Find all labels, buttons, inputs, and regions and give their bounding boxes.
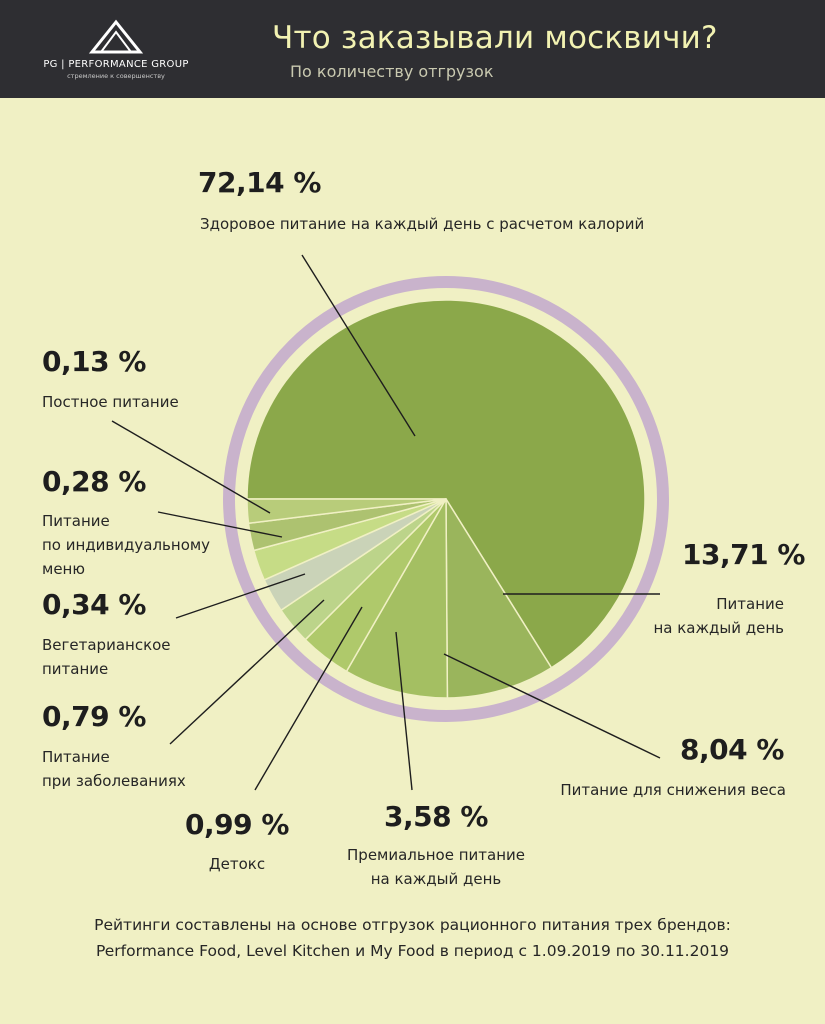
leader-line-lenten bbox=[111, 420, 271, 514]
label-individual: Питание по индивидуальному меню bbox=[42, 509, 210, 581]
pie-ring bbox=[223, 276, 669, 722]
pct-individual: 0,28 % bbox=[42, 465, 146, 498]
footer-line1: Рейтинги составлены на основе отгрузок р… bbox=[94, 916, 731, 934]
pct-healthy: 72,14 % bbox=[198, 166, 321, 199]
label-premium: Премиальное питание на каждый день bbox=[336, 843, 536, 891]
logo-name: PG | PERFORMANCE GROUP bbox=[43, 59, 189, 70]
label-vegetarian-line2: питание bbox=[42, 660, 109, 678]
label-healthy: Здоровое питание на каждый день с расчет… bbox=[200, 215, 645, 233]
pct-vegetarian: 0,34 % bbox=[42, 588, 146, 621]
page-subtitle: По количеству отгрузок bbox=[290, 62, 494, 81]
label-disease: Питание при заболеваниях bbox=[42, 745, 186, 793]
leader-line-disease bbox=[169, 599, 325, 745]
logo-tagline: стремление к совершенству bbox=[67, 72, 165, 80]
label-individual-line2: по индивидуальному bbox=[42, 536, 211, 554]
page-title: Что заказывали москвичи? bbox=[272, 20, 718, 56]
leader-line-premium bbox=[395, 631, 413, 791]
leader-line-detox bbox=[254, 606, 363, 791]
label-disease-line2: при заболеваниях bbox=[42, 772, 186, 790]
pct-detox: 0,99 % bbox=[185, 808, 289, 841]
label-individual-line1: Питание bbox=[42, 512, 110, 530]
pct-disease: 0,79 % bbox=[42, 700, 146, 733]
leader-lines bbox=[111, 254, 661, 791]
brand-logo: PG | PERFORMANCE GROUP стремление к сове… bbox=[36, 18, 196, 88]
pie-slice-2 bbox=[445, 498, 553, 699]
pct-lenten: 0,13 % bbox=[42, 345, 146, 378]
label-premium-line1: Премиальное питание bbox=[347, 846, 525, 864]
label-individual-line3: меню bbox=[42, 560, 85, 578]
label-disease-line1: Питание bbox=[42, 748, 110, 766]
label-vegetarian: Вегетарианское питание bbox=[42, 633, 171, 681]
label-weight: Питание для снижения веса bbox=[560, 781, 786, 799]
pct-weight: 8,04 % bbox=[680, 733, 784, 766]
pie-slice-1 bbox=[246, 299, 646, 669]
label-vegetarian-line1: Вегетарианское bbox=[42, 636, 171, 654]
label-detox: Детокс bbox=[208, 855, 266, 873]
footer-note: Рейтинги составлены на основе отгрузок р… bbox=[0, 912, 825, 964]
label-lenten: Постное питание bbox=[42, 393, 179, 411]
label-everyday-line2: на каждый день bbox=[653, 619, 784, 637]
triangle-logo-icon bbox=[88, 19, 144, 54]
footer-line2: Performance Food, Level Kitchen и My Foo… bbox=[95, 942, 730, 960]
leader-line-healthy bbox=[301, 254, 416, 437]
label-everyday: Питание на каждый день bbox=[560, 592, 784, 640]
leader-line-individual bbox=[157, 511, 283, 538]
pct-everyday: 13,71 % bbox=[682, 538, 805, 571]
label-premium-line2: на каждый день bbox=[370, 870, 502, 888]
pie-slice-3 bbox=[345, 498, 449, 699]
header-bar: PG | PERFORMANCE GROUP стремление к сове… bbox=[0, 0, 825, 98]
leader-line-weight bbox=[443, 653, 661, 759]
leader-line-vegetarian bbox=[175, 573, 306, 619]
pct-premium: 3,58 % bbox=[384, 800, 488, 833]
pie-slices bbox=[246, 299, 646, 699]
label-everyday-line1: Питание bbox=[716, 595, 784, 613]
